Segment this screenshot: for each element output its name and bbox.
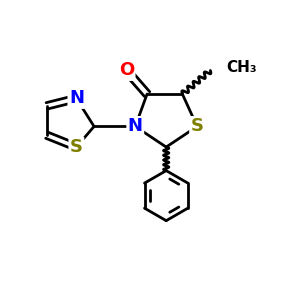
Text: N: N: [128, 117, 143, 135]
Text: O: O: [119, 61, 134, 80]
Text: N: N: [69, 89, 84, 107]
Text: CH₃: CH₃: [226, 60, 257, 75]
Text: S: S: [70, 138, 83, 156]
Text: S: S: [190, 117, 204, 135]
